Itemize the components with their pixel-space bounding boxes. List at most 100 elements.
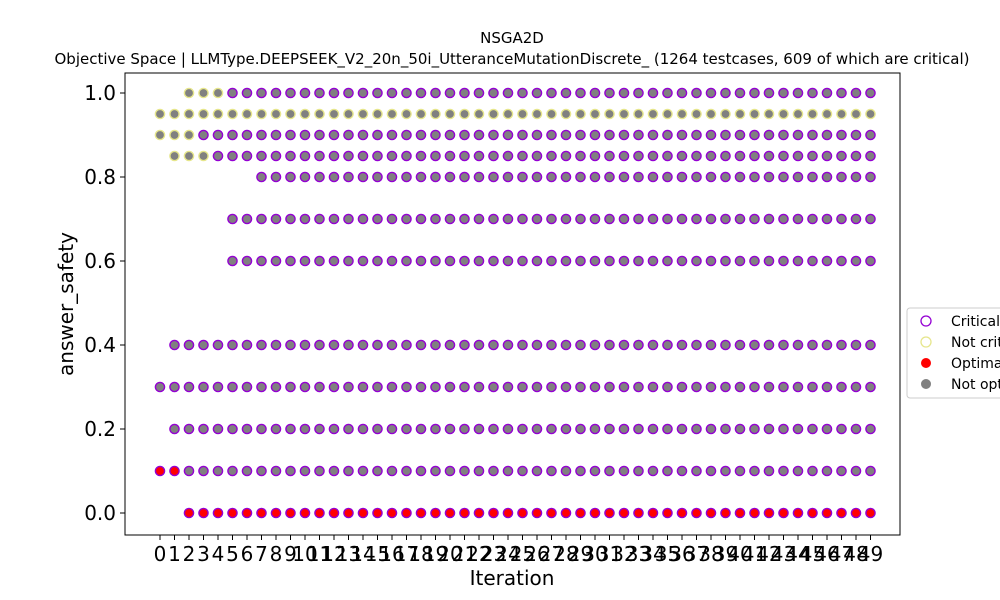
data-point — [691, 213, 702, 225]
data-point — [633, 507, 644, 519]
data-point — [662, 507, 673, 519]
data-point — [401, 171, 412, 183]
data-point — [575, 465, 586, 477]
data-point — [415, 171, 427, 183]
data-point — [502, 213, 514, 225]
data-point — [430, 213, 441, 225]
data-point — [647, 339, 659, 351]
data-point — [560, 507, 572, 519]
data-point — [488, 381, 499, 393]
data-point — [154, 465, 166, 477]
data-point — [560, 339, 572, 351]
data-point — [763, 507, 775, 519]
legend-marker — [921, 358, 931, 368]
x-tick-label: 14 — [350, 542, 375, 566]
data-point — [720, 339, 731, 351]
data-point — [328, 150, 340, 162]
data-point — [488, 108, 499, 120]
data-point — [459, 381, 470, 393]
data-point — [169, 129, 180, 141]
data-point — [792, 129, 804, 141]
data-point — [169, 423, 180, 435]
data-point — [401, 108, 412, 120]
legend: Critical Not critical Optimal Not optimal — [906, 307, 1000, 399]
data-point — [676, 339, 688, 351]
data-point — [386, 150, 398, 162]
data-point — [575, 213, 586, 225]
data-point — [792, 213, 804, 225]
data-point — [763, 171, 775, 183]
data-point — [285, 507, 296, 519]
data-point — [676, 465, 688, 477]
data-point — [328, 423, 340, 435]
data-point — [169, 150, 180, 162]
data-point — [401, 129, 412, 141]
data-point — [821, 339, 833, 351]
data-point — [372, 129, 383, 141]
data-point — [299, 108, 311, 120]
data-point — [633, 108, 644, 120]
data-point — [560, 108, 572, 120]
data-point — [676, 129, 688, 141]
data-point — [502, 507, 514, 519]
data-point — [778, 87, 789, 99]
data-point — [763, 213, 775, 225]
data-point — [299, 129, 311, 141]
data-point — [430, 171, 441, 183]
data-point — [227, 213, 238, 225]
data-point — [850, 339, 862, 351]
data-point — [850, 213, 862, 225]
x-tick-label: 15 — [365, 542, 390, 566]
data-point — [372, 108, 383, 120]
data-point — [488, 213, 499, 225]
data-point — [517, 339, 528, 351]
data-point — [343, 87, 354, 99]
data-point — [183, 129, 195, 141]
data-point — [531, 255, 543, 267]
data-point — [314, 339, 325, 351]
data-point — [662, 213, 673, 225]
data-point — [459, 465, 470, 477]
data-point — [575, 87, 586, 99]
data-point — [517, 87, 528, 99]
data-point — [589, 213, 601, 225]
x-tick-label: 49 — [858, 542, 883, 566]
data-point — [734, 108, 746, 120]
data-point — [444, 171, 456, 183]
data-point — [415, 423, 427, 435]
chart-subtitle: Objective Space | LLMType.DEEPSEEK_V2_20… — [54, 50, 969, 69]
data-point — [502, 150, 514, 162]
data-point — [256, 255, 267, 267]
data-point — [676, 108, 688, 120]
data-point — [676, 150, 688, 162]
data-point — [357, 150, 369, 162]
data-point — [836, 150, 847, 162]
data-point — [560, 381, 572, 393]
data-point — [430, 423, 441, 435]
x-axis: 0 1 2 3 4 5 6 7 8 9101112131415161718192021222324… — [154, 535, 883, 566]
x-tick-label: 20 — [437, 542, 462, 566]
data-point — [386, 171, 398, 183]
data-point — [517, 171, 528, 183]
x-tick-label: 22 — [466, 542, 491, 566]
data-point — [444, 423, 456, 435]
data-point — [618, 255, 630, 267]
data-point — [154, 108, 166, 120]
data-point — [618, 423, 630, 435]
data-point — [372, 423, 383, 435]
data-point — [212, 381, 224, 393]
data-point — [807, 213, 818, 225]
data-point — [386, 255, 398, 267]
data-point — [720, 465, 731, 477]
data-point — [444, 507, 456, 519]
data-point — [865, 150, 876, 162]
data-point — [473, 108, 485, 120]
data-point — [705, 465, 717, 477]
x-tick-label: 27 — [539, 542, 564, 566]
data-point — [343, 381, 354, 393]
data-point — [546, 339, 557, 351]
data-point — [444, 465, 456, 477]
data-point — [633, 381, 644, 393]
data-point — [314, 255, 325, 267]
